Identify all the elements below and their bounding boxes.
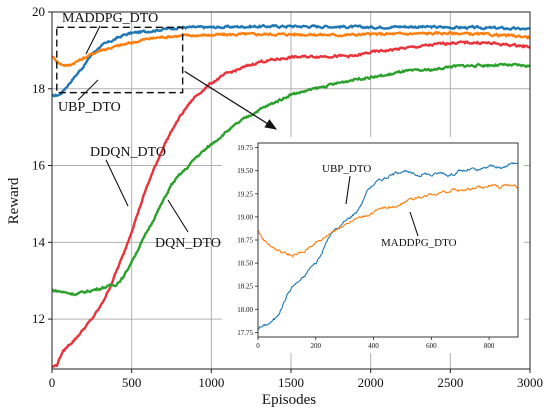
inset-series-line-ubp-dto	[257, 161, 519, 330]
label-ubp-dto-leader	[77, 79, 99, 101]
label-maddpg-dto-leader	[85, 25, 101, 55]
label-ddqn-dto: DDQN_DTO	[90, 145, 166, 160]
series-line-ubp-dto	[51, 23, 531, 98]
inset-series-line-maddpg-dto	[257, 183, 519, 258]
inset-background	[222, 137, 524, 353]
x-tick-label: 3000	[517, 375, 543, 390]
inset-label-maddpg-dto-leader	[409, 211, 419, 237]
inset-x-tick-label: 0	[256, 342, 260, 350]
x-axis-label: Episodes	[262, 392, 316, 408]
inset-y-tick-label: 18.50	[237, 260, 253, 268]
x-tick-label: 1000	[198, 375, 224, 390]
label-dqn-dto-leader	[167, 199, 189, 233]
inset-y-tick-label: 17.75	[237, 329, 253, 337]
inset-x-tick-label: 800	[484, 342, 495, 350]
inset-x-tick-label: 600	[426, 342, 437, 350]
inset-y-tick-label: 18.25	[237, 283, 253, 291]
y-tick-label: 18	[32, 81, 45, 96]
inset-label-ubp-dto-leader	[345, 175, 351, 205]
inset-y-tick-label: 19.25	[237, 190, 253, 198]
inset-label-ubp-dto: UBP_DTO	[322, 163, 371, 175]
series-line-ddqn-dto	[51, 40, 531, 369]
label-dqn-dto: DQN_DTO	[155, 236, 221, 251]
inset-y-tick-label: 19.00	[237, 213, 253, 221]
inset-y-tick-label: 18.00	[237, 306, 253, 314]
inset-x-tick-label: 400	[368, 342, 379, 350]
label-ddqn-dto-leader	[105, 159, 129, 207]
zoom-arrow	[184, 70, 278, 130]
x-tick-label: 2000	[358, 375, 384, 390]
x-tick-label: 1500	[278, 375, 304, 390]
inset-x-tick-label: 200	[311, 342, 322, 350]
inset-label-maddpg-dto: MADDPG_DTO	[381, 237, 457, 249]
series-line-dqn-dto	[51, 62, 531, 297]
x-tick-label: 2500	[437, 375, 463, 390]
inset-y-tick-label: 19.75	[237, 144, 253, 152]
x-tick-label: 500	[122, 375, 142, 390]
y-axis-label: Reward	[6, 177, 22, 224]
zoom-region-box	[56, 26, 184, 94]
y-tick-label: 20	[32, 4, 45, 19]
label-maddpg-dto: MADDPG_DTO	[62, 11, 158, 26]
x-tick-label: 0	[49, 375, 56, 390]
y-tick-label: 14	[32, 234, 46, 249]
series-line-maddpg-dto	[51, 30, 531, 68]
y-tick-label: 16	[32, 158, 46, 173]
label-ubp-dto: UBP_DTO	[58, 100, 121, 115]
y-tick-label: 12	[32, 311, 45, 326]
inset-y-tick-label: 18.75	[237, 237, 253, 245]
inset-y-tick-label: 19.50	[237, 167, 253, 175]
